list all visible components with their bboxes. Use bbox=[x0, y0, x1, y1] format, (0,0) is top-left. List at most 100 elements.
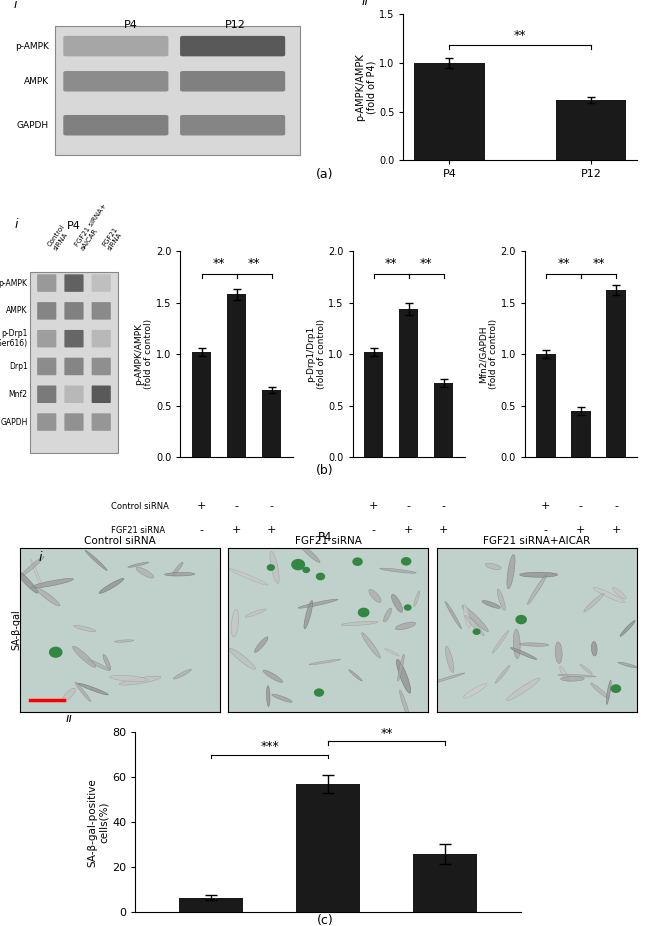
Ellipse shape bbox=[591, 683, 609, 698]
Text: +: + bbox=[197, 502, 206, 511]
Ellipse shape bbox=[497, 589, 505, 610]
Ellipse shape bbox=[369, 589, 381, 603]
Ellipse shape bbox=[427, 673, 465, 684]
Ellipse shape bbox=[618, 662, 638, 668]
Circle shape bbox=[352, 557, 363, 566]
Text: +: + bbox=[369, 502, 378, 511]
FancyBboxPatch shape bbox=[64, 302, 84, 319]
Bar bbox=[399, 308, 419, 457]
Bar bbox=[179, 897, 244, 912]
Ellipse shape bbox=[62, 688, 75, 702]
Ellipse shape bbox=[445, 602, 462, 629]
Ellipse shape bbox=[580, 665, 592, 674]
Bar bbox=[571, 411, 591, 457]
Bar bbox=[227, 294, 246, 457]
Text: (b): (b) bbox=[316, 465, 334, 478]
FancyBboxPatch shape bbox=[37, 413, 57, 431]
Circle shape bbox=[291, 559, 305, 570]
Text: (a): (a) bbox=[317, 168, 333, 181]
Text: +: + bbox=[439, 525, 448, 535]
Ellipse shape bbox=[231, 609, 239, 637]
Ellipse shape bbox=[398, 654, 404, 681]
FancyBboxPatch shape bbox=[180, 71, 285, 92]
Ellipse shape bbox=[229, 569, 268, 585]
Ellipse shape bbox=[263, 670, 283, 682]
Text: GAPDH: GAPDH bbox=[16, 120, 49, 130]
Bar bbox=[192, 352, 211, 457]
Text: -: - bbox=[372, 525, 376, 535]
Ellipse shape bbox=[270, 551, 280, 583]
Ellipse shape bbox=[558, 674, 596, 677]
Circle shape bbox=[610, 684, 621, 693]
Ellipse shape bbox=[395, 622, 415, 630]
Bar bbox=[556, 100, 627, 160]
Ellipse shape bbox=[492, 631, 509, 653]
Ellipse shape bbox=[593, 587, 625, 603]
Ellipse shape bbox=[527, 574, 547, 605]
Text: P4: P4 bbox=[318, 532, 332, 544]
FancyBboxPatch shape bbox=[92, 274, 110, 292]
Text: **: ** bbox=[592, 257, 604, 269]
Bar bbox=[262, 390, 281, 457]
Ellipse shape bbox=[99, 579, 124, 594]
Ellipse shape bbox=[384, 608, 391, 622]
FancyBboxPatch shape bbox=[64, 274, 84, 292]
Ellipse shape bbox=[75, 682, 91, 702]
Ellipse shape bbox=[309, 659, 341, 665]
Ellipse shape bbox=[128, 562, 149, 568]
Ellipse shape bbox=[584, 594, 604, 612]
Ellipse shape bbox=[341, 621, 378, 626]
Ellipse shape bbox=[20, 557, 44, 577]
Ellipse shape bbox=[36, 588, 60, 606]
Ellipse shape bbox=[506, 678, 540, 701]
Title: Control siRNA: Control siRNA bbox=[84, 535, 155, 545]
Circle shape bbox=[302, 567, 310, 573]
Title: FGF21 siRNA: FGF21 siRNA bbox=[295, 535, 361, 545]
Ellipse shape bbox=[606, 681, 611, 705]
Text: **: ** bbox=[420, 257, 432, 269]
Circle shape bbox=[358, 607, 370, 618]
Circle shape bbox=[316, 572, 325, 581]
Text: Mnf2: Mnf2 bbox=[8, 390, 27, 399]
Bar bbox=[55, 26, 300, 155]
FancyBboxPatch shape bbox=[92, 302, 110, 319]
FancyBboxPatch shape bbox=[92, 357, 110, 375]
Text: Control
siRNA: Control siRNA bbox=[47, 223, 72, 251]
FancyBboxPatch shape bbox=[64, 330, 84, 347]
Ellipse shape bbox=[31, 559, 42, 587]
Ellipse shape bbox=[391, 594, 402, 612]
Text: -: - bbox=[614, 549, 618, 558]
Title: FGF21 siRNA+AICAR: FGF21 siRNA+AICAR bbox=[483, 535, 590, 545]
Bar bbox=[30, 271, 118, 453]
Circle shape bbox=[401, 557, 411, 566]
Ellipse shape bbox=[304, 600, 313, 629]
FancyBboxPatch shape bbox=[37, 274, 57, 292]
Ellipse shape bbox=[361, 632, 380, 658]
FancyBboxPatch shape bbox=[180, 115, 285, 135]
Text: P12: P12 bbox=[225, 19, 246, 30]
FancyBboxPatch shape bbox=[37, 357, 57, 375]
Ellipse shape bbox=[465, 616, 484, 636]
Text: -: - bbox=[270, 549, 274, 558]
Text: (c): (c) bbox=[317, 914, 333, 926]
Circle shape bbox=[515, 615, 527, 624]
Ellipse shape bbox=[119, 676, 161, 685]
Ellipse shape bbox=[266, 686, 270, 707]
Text: -: - bbox=[200, 549, 203, 558]
Text: **: ** bbox=[213, 257, 226, 269]
Text: -: - bbox=[235, 502, 239, 511]
Bar bbox=[606, 290, 625, 457]
Text: +: + bbox=[232, 549, 241, 558]
Ellipse shape bbox=[445, 646, 454, 672]
Text: -: - bbox=[614, 502, 618, 511]
Text: -: - bbox=[442, 502, 446, 511]
Y-axis label: Mfn2/GAPDH
(fold of control): Mfn2/GAPDH (fold of control) bbox=[478, 319, 498, 389]
Ellipse shape bbox=[103, 655, 111, 669]
Y-axis label: p-Drp1/Drp1
(fold of control): p-Drp1/Drp1 (fold of control) bbox=[306, 319, 326, 389]
Ellipse shape bbox=[73, 625, 96, 632]
Ellipse shape bbox=[136, 567, 154, 578]
Text: +: + bbox=[611, 525, 621, 535]
Ellipse shape bbox=[463, 683, 487, 698]
Text: **: ** bbox=[514, 30, 526, 43]
Circle shape bbox=[266, 564, 275, 571]
